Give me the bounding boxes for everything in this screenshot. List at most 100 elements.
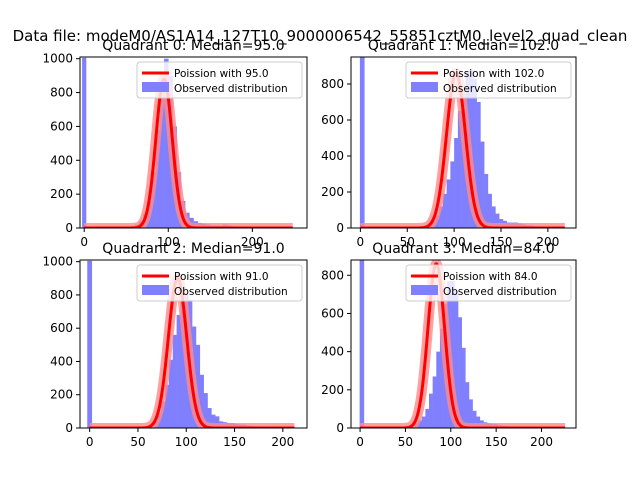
x-tick-label: 150 — [223, 435, 246, 449]
y-tick-label: 800 — [50, 86, 73, 100]
x-tick-label: 100 — [157, 235, 180, 249]
histogram-bar — [172, 334, 177, 428]
axes-frame — [350, 259, 577, 429]
poisson-curve — [359, 71, 566, 228]
x-tick-label: 0 — [86, 435, 94, 449]
histogram-bar — [211, 414, 216, 428]
legend: Poission with 95.0 Observed distribution — [136, 61, 303, 99]
x-tick-label: 200 — [536, 235, 559, 249]
histogram-bar — [450, 281, 455, 428]
subplot-2: 0 50 100 150 200 0 200 400 600 800 1000 Quadrant 2:… — [42, 241, 308, 449]
y-tick-label: 600 — [50, 119, 73, 133]
poisson-curve — [359, 262, 567, 428]
x-tick-label: 150 — [485, 435, 508, 449]
poisson-curve-glow — [80, 74, 298, 228]
histogram-bar-zero — [359, 57, 365, 228]
plot-area — [80, 57, 298, 228]
subplot-title: Quadrant 3: Median=84.0 — [372, 241, 554, 257]
legend-label-poisson: Poission with 102.0 — [443, 68, 544, 80]
histogram-bar — [165, 384, 170, 428]
histogram-bar — [476, 416, 481, 428]
histogram-bar — [176, 314, 181, 428]
histogram-bar — [180, 286, 185, 428]
histogram-bar — [195, 344, 201, 428]
legend-label-poisson: Poission with 84.0 — [443, 271, 538, 283]
x-tick-label: 200 — [530, 435, 553, 449]
plot-area — [355, 260, 570, 428]
legend-label-observed: Observed distribution — [443, 286, 557, 298]
y-tick-label: 200 — [321, 383, 344, 397]
plot-area — [355, 57, 570, 228]
y-tick-label: 1000 — [42, 52, 73, 66]
histogram-bar — [439, 206, 444, 228]
x-tick-label: 50 — [398, 435, 413, 449]
histogram-bar — [468, 399, 473, 428]
axes-frame — [79, 259, 308, 429]
y-tick-label: 0 — [336, 221, 344, 235]
histogram-bar — [164, 58, 169, 228]
subplot-1: 0 50 100 150 200 0 200 400 600 800 Quadrant 1: Med… — [321, 38, 577, 249]
figure-title: Data file: modeM0/AS1A14_127T10_90000065… — [13, 27, 628, 46]
subplot-0: 0 100 200 0 200 400 600 800 1000 Quadrant 0: Medi… — [42, 38, 308, 249]
histogram-bar — [203, 393, 208, 428]
legend-box — [405, 61, 572, 99]
histogram-bar — [418, 420, 423, 428]
legend-patch-swatch — [142, 82, 169, 92]
histogram-bar — [458, 317, 462, 428]
x-tick-label: 100 — [439, 435, 462, 449]
x-tick-label: 0 — [80, 235, 88, 249]
legend-label-observed: Observed distribution — [174, 83, 288, 95]
histogram-bar — [442, 193, 447, 228]
histogram-bar — [454, 290, 459, 428]
histogram-bar — [207, 408, 212, 428]
histogram-bar — [159, 82, 165, 228]
poisson-curve — [88, 276, 296, 428]
poisson-curve — [83, 77, 294, 228]
histogram-bar — [450, 161, 455, 228]
x-tick-label: 100 — [175, 435, 198, 449]
histogram-bar — [472, 78, 477, 228]
legend-patch-swatch — [411, 82, 438, 92]
histogram-bar — [425, 408, 430, 428]
y-tick-label: 600 — [50, 321, 73, 335]
subplot-title: Quadrant 1: Median=102.0 — [368, 38, 559, 54]
y-tick-label: 200 — [50, 187, 73, 201]
legend-patch-swatch — [411, 285, 438, 295]
histogram-bar — [161, 401, 166, 428]
y-tick-label: 400 — [321, 345, 344, 359]
histogram-bar-zero — [359, 260, 365, 428]
histogram-bar — [461, 347, 466, 428]
y-tick-label: 600 — [321, 113, 344, 127]
histogram-bar — [465, 382, 470, 428]
y-tick-label: 1000 — [42, 255, 73, 269]
legend-label-observed: Observed distribution — [443, 83, 557, 95]
plot-area — [85, 260, 299, 428]
histogram-bar — [472, 410, 477, 428]
x-tick-label: 100 — [443, 235, 466, 249]
histogram-bar — [436, 351, 441, 428]
histogram-bar — [476, 102, 481, 228]
histogram-bar — [439, 328, 444, 428]
subplot-title: Quadrant 2: Median=91.0 — [102, 241, 284, 257]
legend-label-poisson: Poission with 95.0 — [174, 68, 269, 80]
histogram-bar — [446, 179, 451, 228]
histogram-bar — [491, 206, 496, 228]
y-tick-label: 400 — [50, 354, 73, 368]
x-tick-label: 200 — [271, 435, 294, 449]
axes-frame — [79, 56, 308, 229]
x-tick-label: 150 — [490, 235, 513, 249]
legend: Poission with 91.0 Observed distribution — [136, 264, 303, 302]
legend-label-poisson: Poission with 91.0 — [174, 271, 269, 283]
legend-label-observed: Observed distribution — [174, 286, 288, 298]
y-tick-label: 800 — [321, 268, 344, 282]
y-tick-label: 600 — [321, 306, 344, 320]
histogram-bar — [429, 393, 433, 428]
y-tick-label: 0 — [336, 421, 344, 435]
y-tick-label: 200 — [50, 388, 73, 402]
legend-box — [136, 61, 303, 99]
legend-box — [136, 264, 303, 302]
histogram-bar — [457, 111, 462, 228]
y-tick-label: 0 — [65, 421, 73, 435]
